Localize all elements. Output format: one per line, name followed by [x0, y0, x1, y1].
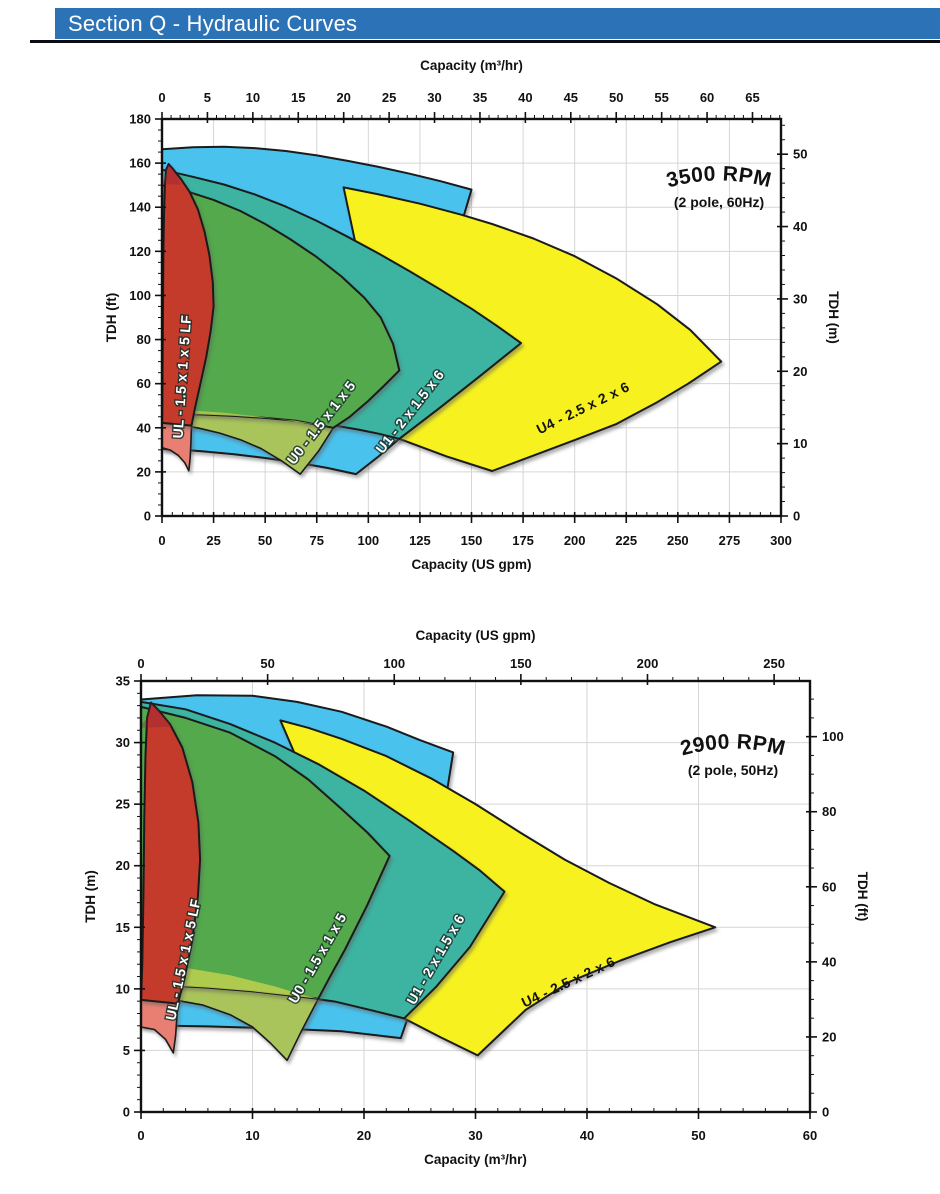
- x-top-tick-label: 65: [745, 90, 759, 105]
- x-top-tick-label: 250: [763, 656, 785, 671]
- x-top-tick-label: 50: [260, 656, 274, 671]
- y-right-tick-label: 40: [822, 954, 836, 969]
- x-bottom-tick-label: 100: [357, 533, 379, 548]
- ul-envelope-region: [140, 701, 202, 1005]
- y-left-tick-label: 35: [116, 674, 130, 689]
- y-left-tick-label: 40: [137, 420, 151, 435]
- y-right-axis-title: TDH (ft): [855, 872, 870, 921]
- x-bottom-tick-label: 20: [357, 1128, 371, 1143]
- x-bottom-tick-label: 25: [206, 533, 220, 548]
- ul-top-cap-region: [141, 702, 173, 728]
- x-top-tick-label: 15: [291, 90, 305, 105]
- x-bottom-tick-label: 0: [158, 533, 165, 548]
- x-bottom-tick-label: 0: [137, 1128, 144, 1143]
- rpm-label: 2900 RPM: [678, 730, 788, 760]
- x-bottom-axis-title: Capacity (US gpm): [411, 557, 531, 572]
- ul-envelope-region: [161, 163, 215, 427]
- x-bottom-tick-label: 50: [691, 1128, 705, 1143]
- y-left-tick-label: 10: [116, 981, 130, 996]
- y-right-tick-label: 20: [793, 364, 807, 379]
- y-left-tick-label: 30: [116, 735, 130, 750]
- x-top-tick-label: 40: [518, 90, 532, 105]
- y-left-tick-label: 20: [116, 858, 130, 873]
- y-left-axis-title: TDH (m): [83, 870, 98, 923]
- y-right-tick-label: 10: [793, 436, 807, 451]
- y-left-tick-label: 0: [144, 509, 151, 524]
- y-right-tick-label: 50: [793, 147, 807, 162]
- x-bottom-tick-label: 75: [310, 533, 324, 548]
- y-right-tick-label: 0: [793, 509, 800, 524]
- y-left-axis-title: TDH (ft): [104, 293, 119, 342]
- y-left-tick-label: 160: [129, 156, 151, 171]
- x-top-tick-label: 35: [473, 90, 487, 105]
- x-bottom-axis-title: Capacity (m³/hr): [424, 1152, 527, 1167]
- y-right-tick-label: 40: [793, 219, 807, 234]
- x-top-tick-label: 45: [564, 90, 578, 105]
- x-bottom-tick-label: 30: [468, 1128, 482, 1143]
- x-top-tick-label: 10: [246, 90, 260, 105]
- x-top-tick-label: 60: [700, 90, 714, 105]
- y-right-axis-title: TDH (m): [826, 291, 841, 344]
- y-right-tick-label: 30: [793, 291, 807, 306]
- x-bottom-tick-label: 125: [409, 533, 431, 548]
- u0-envelope-region: [161, 184, 401, 429]
- y-left-tick-label: 180: [129, 112, 151, 127]
- x-top-tick-label: 150: [510, 656, 532, 671]
- chart-2: 0 10 20 30 40 50 600 50 100 150 200 250051015202530…: [83, 628, 870, 1167]
- y-left-tick-label: 80: [137, 332, 151, 347]
- x-top-tick-label: 200: [637, 656, 659, 671]
- x-top-axis-title: Capacity (US gpm): [415, 628, 535, 643]
- y-left-tick-label: 120: [129, 244, 151, 259]
- x-bottom-tick-label: 50: [258, 533, 272, 548]
- x-bottom-tick-label: 200: [564, 533, 586, 548]
- pole-label: (2 pole, 60Hz): [674, 194, 764, 210]
- y-left-tick-label: 5: [123, 1043, 130, 1058]
- x-top-tick-label: 50: [609, 90, 623, 105]
- x-bottom-tick-label: 300: [770, 533, 792, 548]
- x-bottom-tick-label: 250: [667, 533, 689, 548]
- section-title-bar: Section Q - Hydraulic Curves: [55, 8, 940, 39]
- y-left-tick-label: 140: [129, 200, 151, 215]
- y-left-tick-label: 15: [116, 920, 130, 935]
- x-bottom-tick-label: 175: [512, 533, 534, 548]
- y-left-tick-label: 25: [116, 797, 130, 812]
- u0-band-region: [162, 409, 334, 428]
- section-title: Section Q - Hydraulic Curves: [68, 10, 358, 36]
- x-top-tick-label: 100: [383, 656, 405, 671]
- pole-label: (2 pole, 50Hz): [688, 762, 778, 778]
- y-left-tick-label: 60: [137, 376, 151, 391]
- x-top-tick-label: 0: [158, 90, 165, 105]
- y-right-tick-label: 60: [822, 879, 836, 894]
- x-bottom-tick-label: 60: [803, 1128, 817, 1143]
- x-top-tick-label: 0: [137, 656, 144, 671]
- y-left-tick-label: 20: [137, 464, 151, 479]
- x-bottom-tick-label: 150: [461, 533, 483, 548]
- y-right-tick-label: 0: [822, 1105, 829, 1120]
- x-bottom-tick-label: 40: [580, 1128, 594, 1143]
- ul-top-cap-region: [162, 164, 181, 185]
- x-top-tick-label: 55: [654, 90, 668, 105]
- rpm-label: 3500 RPM: [664, 162, 774, 192]
- x-top-tick-label: 5: [204, 90, 211, 105]
- y-left-tick-label: 100: [129, 288, 151, 303]
- x-top-tick-label: 30: [427, 90, 441, 105]
- y-left-tick-label: 0: [123, 1105, 130, 1120]
- x-bottom-tick-label: 10: [245, 1128, 259, 1143]
- x-bottom-tick-label: 225: [615, 533, 637, 548]
- x-top-tick-label: 25: [382, 90, 396, 105]
- y-right-tick-label: 20: [822, 1029, 836, 1044]
- y-right-tick-label: 100: [822, 729, 844, 744]
- y-right-tick-label: 80: [822, 804, 836, 819]
- x-top-tick-label: 20: [336, 90, 350, 105]
- x-top-axis-title: Capacity (m³/hr): [420, 58, 523, 73]
- title-underline: [30, 40, 940, 43]
- x-bottom-tick-label: 275: [719, 533, 741, 548]
